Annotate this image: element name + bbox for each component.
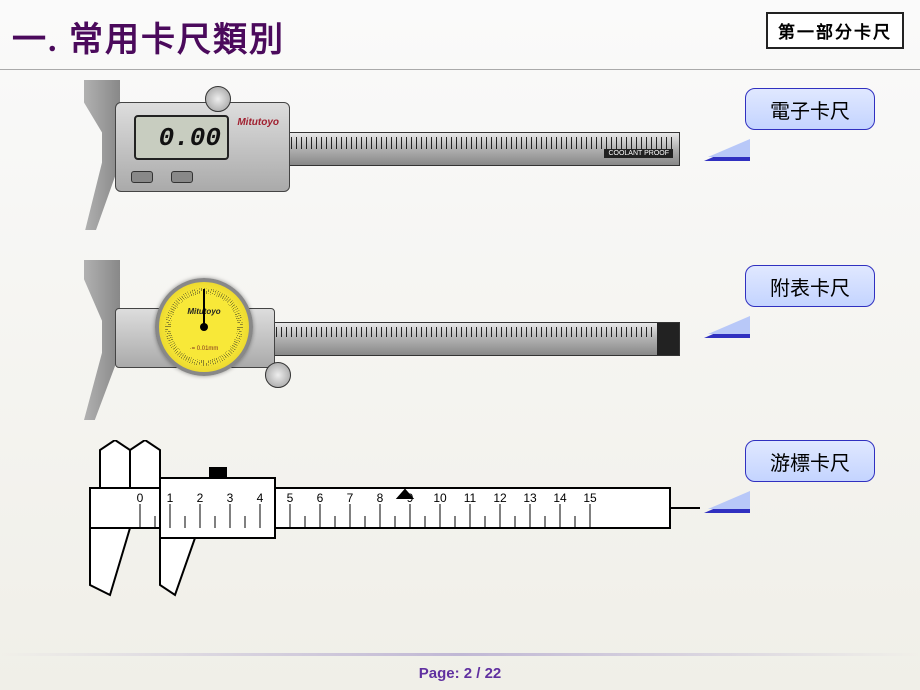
- thumb-wheel: [205, 86, 231, 112]
- slide-header: 一. 常用卡尺類別 第一部分卡尺: [0, 0, 920, 70]
- scale-num: 3: [227, 491, 234, 505]
- page-footer: Page: 2 / 22: [0, 665, 920, 682]
- digital-display: 0.00: [134, 115, 229, 160]
- scale-num: 12: [493, 491, 507, 505]
- dial-spec: ·= 0.01mm: [159, 346, 249, 352]
- section-badge: 第一部分卡尺: [766, 12, 904, 49]
- brand-label: Mitutoyo: [237, 117, 279, 128]
- scale-num: 4: [257, 491, 264, 505]
- mode-button: [171, 171, 193, 183]
- dial-needle: [203, 289, 205, 327]
- origin-button: [131, 171, 153, 183]
- scale-num: 10: [433, 491, 447, 505]
- slide: 一. 常用卡尺類別 第一部分卡尺 COOLANT PROOF 0.00 Mitu…: [0, 0, 920, 690]
- dial-face: Mitutoyo ·= 0.01mm: [155, 278, 253, 376]
- scale-num: 6: [317, 491, 324, 505]
- scale-num: 0: [137, 491, 144, 505]
- slide-title: 一. 常用卡尺類別: [12, 12, 285, 61]
- beam-label: COOLANT PROOF: [604, 149, 673, 158]
- scale-num: 9: [407, 491, 414, 505]
- scale-num: 1: [167, 491, 174, 505]
- scale-num: 5: [287, 491, 294, 505]
- scale-num: 14: [553, 491, 567, 505]
- fixed-jaw: [60, 260, 120, 420]
- thumb-wheel: [265, 362, 291, 388]
- scale-num: 11: [464, 491, 477, 505]
- scale-num: 13: [523, 491, 537, 505]
- digital-body: 0.00 Mitutoyo: [115, 102, 290, 192]
- callout-dial: 附表卡尺: [745, 265, 875, 307]
- slide-content: COOLANT PROOF 0.00 Mitutoyo 電子卡尺: [0, 70, 920, 660]
- scale-num: 15: [583, 491, 597, 505]
- scale-num: 2: [197, 491, 204, 505]
- callout-vernier: 游標卡尺: [745, 440, 875, 482]
- scale-num: 7: [347, 491, 354, 505]
- scale-num: 8: [377, 491, 384, 505]
- fixed-jaw: [60, 80, 120, 230]
- decor-line: [0, 653, 920, 656]
- vernier-svg: 0 1 2 3 4 5 6 7 8 9 10 11 12 13: [60, 440, 700, 600]
- callout-digital: 電子卡尺: [745, 88, 875, 130]
